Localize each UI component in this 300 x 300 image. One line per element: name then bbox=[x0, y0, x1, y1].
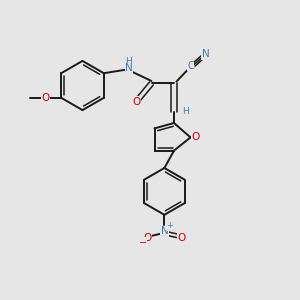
Text: O: O bbox=[132, 97, 141, 107]
Text: N: N bbox=[125, 63, 133, 74]
Text: C: C bbox=[187, 61, 194, 71]
Text: H: H bbox=[125, 57, 132, 66]
Text: H: H bbox=[182, 107, 189, 116]
Text: O: O bbox=[41, 93, 50, 103]
Text: O: O bbox=[178, 233, 186, 243]
Text: O: O bbox=[192, 132, 200, 142]
Text: N: N bbox=[202, 49, 209, 59]
Text: O: O bbox=[143, 233, 151, 243]
Text: +: + bbox=[167, 221, 173, 230]
Text: N: N bbox=[160, 226, 168, 236]
Text: −: − bbox=[139, 238, 147, 248]
